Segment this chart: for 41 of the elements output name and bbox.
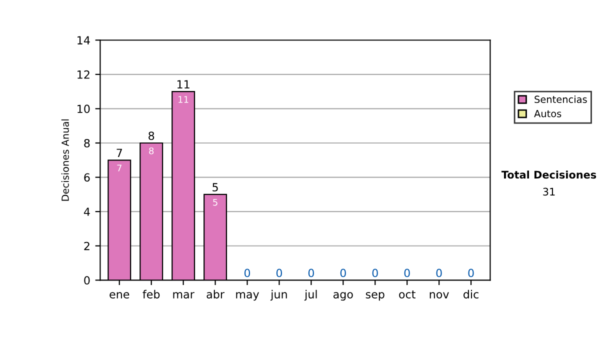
legend-label: Sentencias	[534, 95, 587, 104]
x-tick-label: nov	[430, 292, 449, 298]
x-tick-label: jun	[270, 290, 287, 301]
total-label: 0	[340, 268, 346, 278]
total-label: 0	[404, 268, 410, 278]
total-label: 8	[148, 132, 154, 140]
text: Total Decisiones	[501, 170, 596, 179]
x-tick-label: mar	[173, 292, 194, 298]
x-tick-label: sep	[366, 292, 384, 301]
total-label: 7	[116, 148, 122, 157]
total-label: 0	[244, 268, 250, 278]
x-tick-label: ago	[333, 292, 353, 301]
x-tick-label: feb	[142, 290, 160, 298]
y-tick-label: 12	[78, 70, 90, 79]
data-label: 5	[213, 198, 218, 206]
total-label: 0	[372, 268, 378, 278]
y-tick-label: 2	[84, 242, 90, 250]
total-label: 0	[276, 268, 282, 278]
y-tick-label: 8	[84, 138, 90, 148]
y-tick-label: 6	[84, 173, 90, 182]
data-label: 8	[149, 147, 154, 154]
total-label: 0	[468, 268, 474, 278]
legend-label: Autos	[534, 110, 562, 118]
data-label: 7	[117, 164, 122, 172]
total-label: 0	[436, 268, 442, 278]
total-label: 5	[212, 183, 218, 192]
y-tick-label: 0	[84, 276, 90, 285]
x-tick-label: dic	[464, 290, 478, 298]
x-tick-label: jul	[304, 290, 317, 301]
total-label: 11	[177, 80, 190, 88]
x-tick-label: oct	[399, 290, 416, 298]
data-label: 11	[178, 96, 188, 103]
y-tick-label: 10	[78, 104, 90, 114]
x-tick-label: may	[236, 292, 260, 301]
y-tick-label: 14	[78, 36, 90, 44]
x-tick-label: ene	[110, 292, 130, 298]
total-label: 0	[308, 268, 314, 278]
y-axis-title: Decisiones Anual	[61, 119, 69, 201]
y-tick-label: 4	[84, 208, 90, 216]
x-tick-label: abr	[206, 290, 224, 298]
text: 31	[543, 188, 555, 196]
